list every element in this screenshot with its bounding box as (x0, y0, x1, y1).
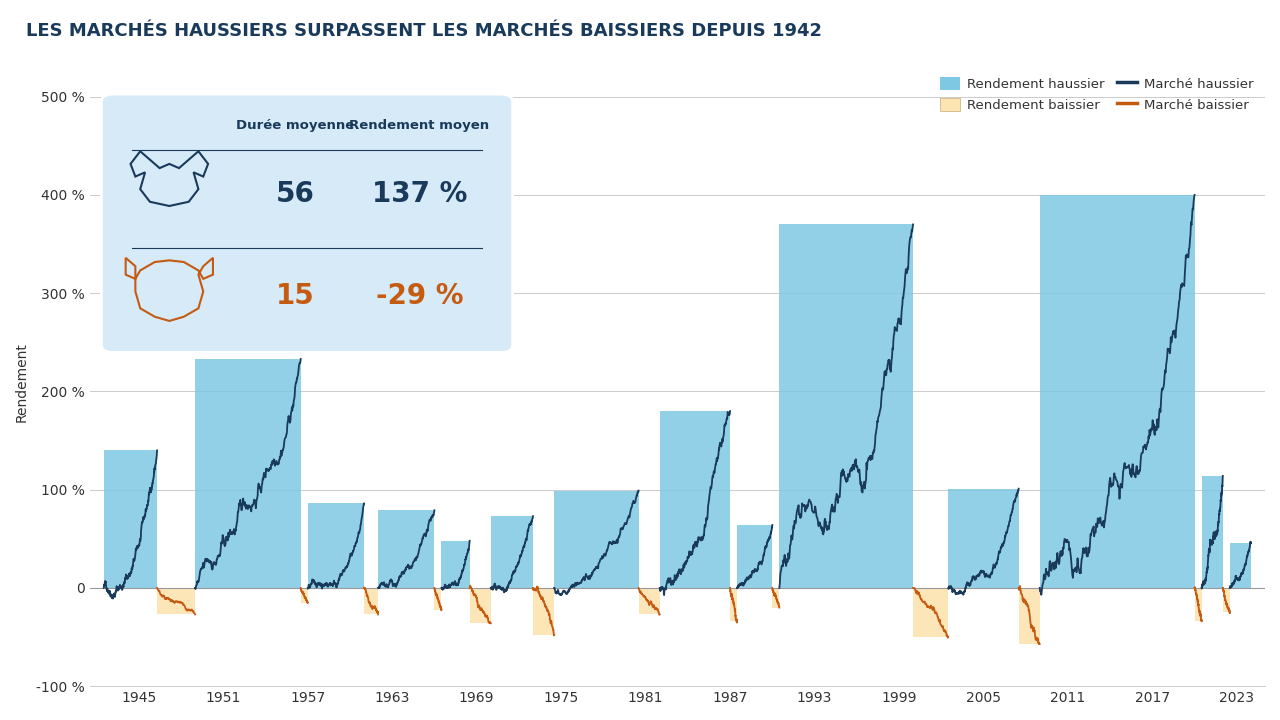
Bar (659, 411, 730, 588)
Bar (1039, 195, 1194, 588)
Bar (470, 588, 490, 624)
Bar (1222, 588, 1230, 613)
Bar (104, 451, 157, 588)
Bar (301, 588, 307, 603)
Bar (772, 588, 780, 608)
Bar (948, 489, 1019, 588)
Bar (434, 588, 442, 610)
Bar (730, 588, 737, 621)
Bar (1019, 588, 1039, 644)
Bar (490, 516, 532, 588)
Bar (378, 510, 434, 588)
Text: LES MARCHÉS HAUSSIERS SURPASSENT LES MARCHÉS BAISSIERS DEPUIS 1942: LES MARCHÉS HAUSSIERS SURPASSENT LES MAR… (26, 22, 822, 40)
Bar (1194, 588, 1202, 621)
Bar (1202, 476, 1222, 588)
Bar (157, 588, 195, 614)
Bar (195, 359, 301, 588)
Bar (1230, 543, 1251, 588)
Legend: Rendement haussier, Rendement baissier, Marché haussier, Marché baissier: Rendement haussier, Rendement baissier, … (934, 71, 1258, 117)
Bar (639, 588, 659, 614)
Bar (532, 588, 554, 635)
Bar (913, 588, 948, 637)
Y-axis label: Rendement: Rendement (15, 342, 29, 421)
Bar (307, 503, 364, 588)
Bar (364, 588, 378, 614)
Bar (442, 541, 470, 588)
Bar (554, 490, 639, 588)
Bar (737, 525, 772, 588)
Bar (780, 225, 913, 588)
